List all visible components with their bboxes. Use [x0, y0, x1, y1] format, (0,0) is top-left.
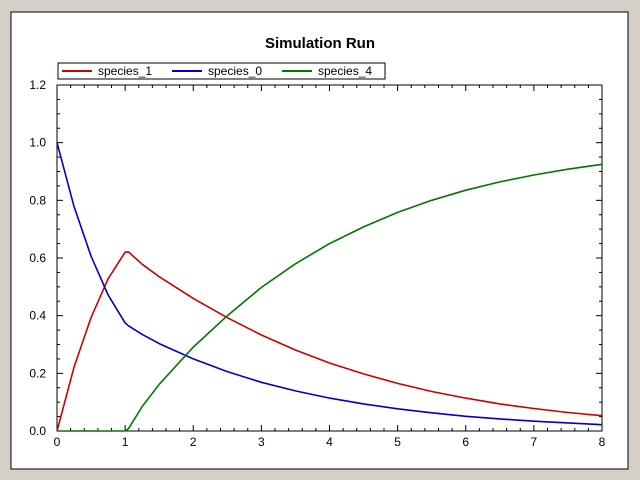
- x-tick-label: 5: [394, 435, 401, 449]
- x-tick-label: 3: [258, 435, 265, 449]
- y-tick-label: 0.8: [29, 193, 46, 207]
- y-tick-label: 1.2: [29, 78, 46, 92]
- chart-panel: [10, 11, 629, 470]
- series-line-species-0: [56, 142, 603, 426]
- series-line-species-1: [56, 251, 603, 432]
- chart-title: Simulation Run: [265, 35, 375, 52]
- x-tick-label: 7: [531, 435, 538, 449]
- legend-box: [57, 62, 386, 80]
- x-tick-label: 1: [122, 435, 129, 449]
- x-tick-label: 4: [326, 435, 333, 449]
- y-tick-label: 0.4: [29, 309, 46, 323]
- legend-label: species_1: [98, 64, 152, 78]
- x-tick-label: 2: [190, 435, 197, 449]
- y-tick-label: 0.6: [29, 251, 46, 265]
- y-tick-label: 1.0: [29, 136, 46, 150]
- x-tick-label: 6: [462, 435, 469, 449]
- axes: 0 1 2 3 4 5 6 7 8 0.0 0.2 0.4 0.6 0.8 1.0 1.2: [29, 78, 605, 449]
- series-lines: [56, 142, 603, 432]
- series-line-species-4: [57, 163, 603, 432]
- y-tick-label: 0.0: [29, 424, 46, 438]
- y-tick-label: 0.2: [29, 366, 46, 380]
- legend: species_1 species_0 species_4: [57, 62, 386, 80]
- legend-label: species_4: [318, 64, 372, 78]
- legend-label: species_0: [208, 64, 262, 78]
- x-tick-label: 8: [599, 435, 606, 449]
- x-tick-label: 0: [54, 435, 61, 449]
